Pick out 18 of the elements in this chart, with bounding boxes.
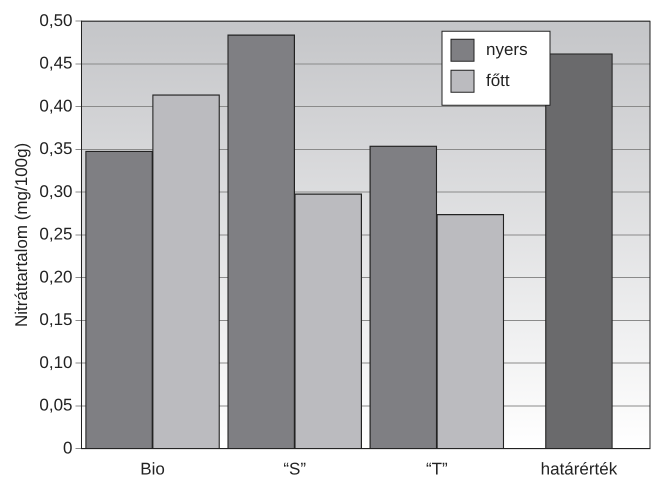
y-tick-label: 0,15	[39, 310, 72, 330]
y-tick-label: 0,05	[39, 396, 72, 415]
y-tick-label: 0,45	[39, 54, 72, 73]
y-tick-label: 0,30	[39, 182, 72, 201]
y-tick-label: 0	[63, 438, 72, 458]
legend-label: főtt	[486, 70, 510, 90]
y-tick-label: 0,10	[39, 352, 72, 372]
y-tick-label: 0,20	[39, 267, 72, 286]
x-tick-label: Bio	[140, 459, 165, 478]
y-tick-label: 0,35	[39, 139, 72, 158]
x-tick-label: “S”	[283, 459, 306, 478]
y-tick-label: 0,40	[39, 96, 72, 116]
y-axis-title: Nitráttartalom (mg/100g)	[12, 142, 31, 328]
legend-label: nyers	[486, 40, 528, 59]
y-tick-label: 0,50	[39, 10, 72, 30]
x-tick-label: “T”	[426, 459, 448, 478]
x-tick-label: határérték	[540, 459, 618, 478]
y-tick-label: 0,25	[39, 224, 72, 244]
